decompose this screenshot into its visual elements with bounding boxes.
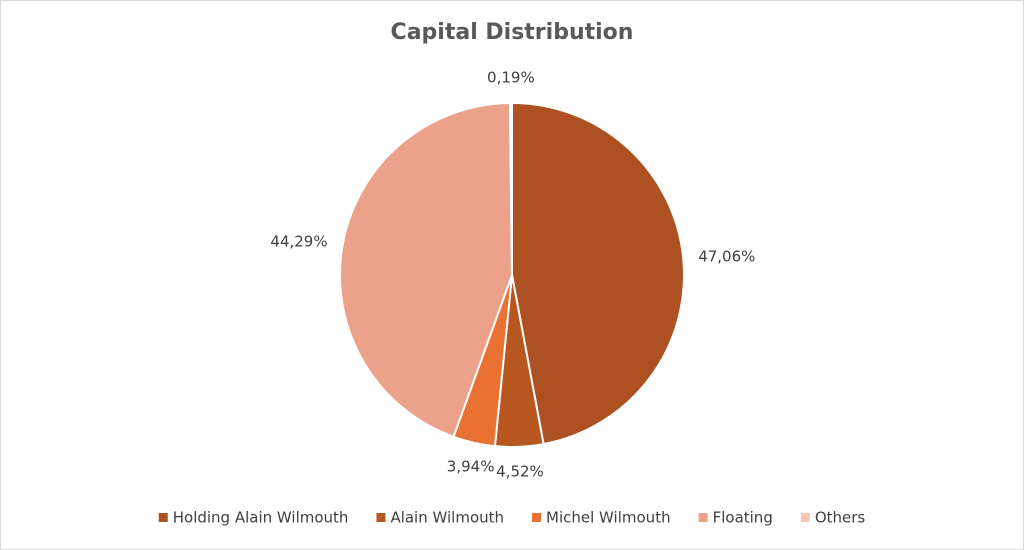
legend-swatch bbox=[800, 513, 810, 522]
legend-swatch bbox=[698, 513, 708, 522]
pie-slice bbox=[511, 101, 686, 446]
legend-label: Floating bbox=[713, 509, 773, 527]
pie-slice bbox=[508, 101, 513, 276]
chart-title: Capital Distribution bbox=[391, 20, 634, 45]
legend-label: Michel Wilmouth bbox=[546, 509, 671, 527]
legend-swatch bbox=[376, 513, 386, 522]
data-label: 44,29% bbox=[270, 233, 327, 251]
legend-label: Holding Alain Wilmouth bbox=[173, 509, 349, 527]
data-label: 47,06% bbox=[698, 247, 755, 265]
pie-slice bbox=[339, 101, 514, 439]
data-label: 3,94% bbox=[447, 458, 495, 476]
legend-label: Alain Wilmouth bbox=[390, 509, 504, 527]
legend-label: Others bbox=[815, 509, 866, 527]
legend-swatch bbox=[532, 513, 542, 522]
data-label: 0,19% bbox=[487, 69, 535, 87]
data-label: 4,52% bbox=[496, 462, 544, 480]
legend-swatch bbox=[158, 513, 168, 522]
